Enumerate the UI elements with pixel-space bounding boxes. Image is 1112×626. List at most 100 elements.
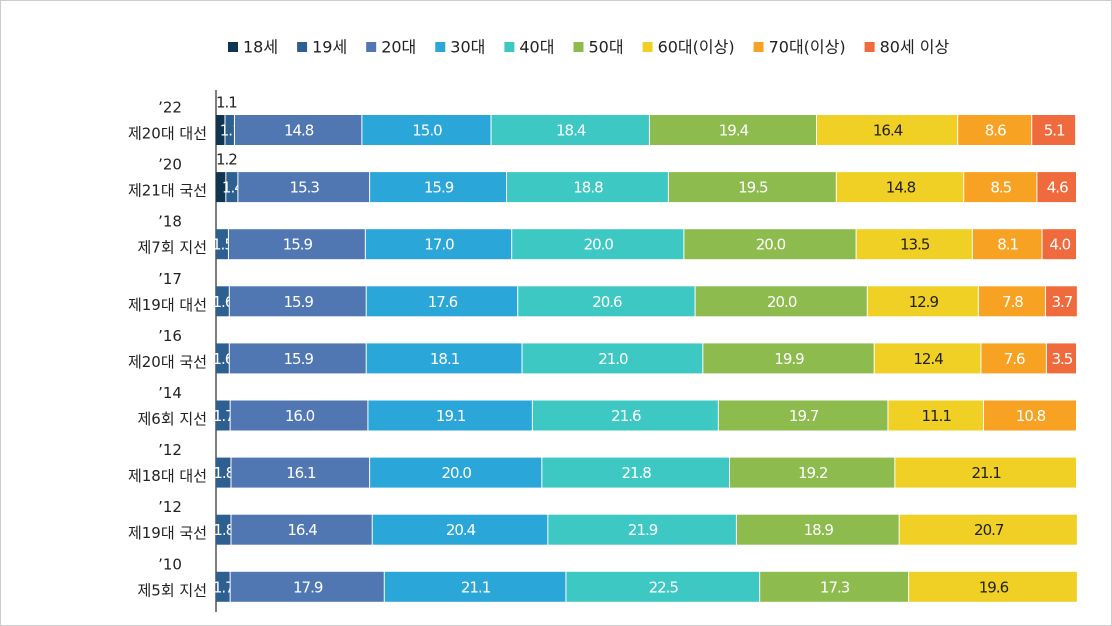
value-label: 19.4 xyxy=(719,122,749,140)
bar-segment xyxy=(230,400,368,431)
bar-segment xyxy=(816,115,958,145)
bar-segment xyxy=(226,172,238,203)
bar-segment xyxy=(366,343,522,374)
bar-segment xyxy=(231,514,372,545)
value-label: 20.0 xyxy=(584,236,614,254)
legend-swatch xyxy=(753,42,764,52)
value-label: 1.7 xyxy=(213,578,234,596)
bar-segment xyxy=(512,229,684,260)
value-label: 19.7 xyxy=(789,407,819,425)
value-label: 21.1 xyxy=(461,578,491,596)
bar-segment xyxy=(895,457,1076,488)
category-label: 제19대 대선 xyxy=(128,296,207,314)
value-label: 16.1 xyxy=(286,464,316,482)
bar-segment xyxy=(964,172,1037,203)
legend-swatch xyxy=(366,42,377,52)
value-label: 5.1 xyxy=(1044,122,1065,140)
legend-label: 80세 이상 xyxy=(880,38,950,57)
legend-swatch xyxy=(864,42,875,52)
bar-segment xyxy=(216,343,229,374)
legend-swatch xyxy=(435,42,446,52)
value-label: 21.6 xyxy=(611,407,641,425)
value-label: 15.9 xyxy=(283,236,313,254)
bar-segment xyxy=(216,400,230,431)
value-label: 8.6 xyxy=(985,122,1006,140)
value-label: 8.5 xyxy=(990,179,1011,197)
bar-segment xyxy=(216,286,229,317)
value-label: 19.6 xyxy=(979,578,1009,596)
category-label: 제20대 국선 xyxy=(128,353,207,371)
bar-segment xyxy=(216,115,225,145)
value-label: 1.8 xyxy=(213,521,234,539)
value-label: 3.5 xyxy=(1052,350,1073,368)
bar-segment xyxy=(366,286,518,317)
legend-label: 40대 xyxy=(519,38,554,57)
legend-swatch xyxy=(642,42,653,52)
value-label: 1.8 xyxy=(213,464,234,482)
bar-segment xyxy=(216,172,226,203)
bar-segment xyxy=(507,172,668,203)
category-label: 제20대 대선 xyxy=(128,125,207,143)
category-label: 제18대 대선 xyxy=(128,467,207,485)
value-label: 7.6 xyxy=(1004,350,1025,368)
category-label: 제21대 국선 xyxy=(128,182,207,200)
value-label: 13.5 xyxy=(900,236,930,254)
bar-segment xyxy=(522,343,703,374)
category-label: 제6회 지선 xyxy=(137,410,207,428)
bar-segment xyxy=(370,172,507,203)
category-year: ’12 xyxy=(158,441,182,459)
legend-swatch xyxy=(228,42,238,52)
value-label: 19.2 xyxy=(798,464,828,482)
value-label: 15.9 xyxy=(284,293,314,311)
value-label: 16.0 xyxy=(285,407,315,425)
bar-segment xyxy=(368,400,532,431)
bar-segment xyxy=(736,514,899,545)
bar-segment xyxy=(491,115,649,145)
value-label: 1.2 xyxy=(216,151,237,169)
legend-label: 18세 xyxy=(243,38,278,57)
value-label: 14.8 xyxy=(886,179,916,197)
bar-segment xyxy=(1037,172,1076,203)
bar-segment xyxy=(958,115,1032,145)
value-label: 20.0 xyxy=(767,293,797,311)
bar-segment xyxy=(216,229,228,260)
bar-segment xyxy=(238,172,370,203)
bar-segment xyxy=(981,343,1046,374)
value-label: 16.4 xyxy=(873,122,903,140)
bar-segment xyxy=(384,571,566,602)
bar-segment xyxy=(370,457,542,488)
bar-segment xyxy=(984,400,1076,431)
legend-swatch xyxy=(573,42,584,52)
bar-segment xyxy=(703,343,874,374)
category-year: ’14 xyxy=(158,384,182,402)
bar-segment xyxy=(365,229,512,260)
bar-segment xyxy=(229,286,366,317)
value-label: 11.1 xyxy=(922,407,952,425)
bar-segment xyxy=(225,115,234,145)
category-label: 제19대 국선 xyxy=(128,524,207,542)
value-label: 21.1 xyxy=(971,464,1001,482)
value-label: 4.6 xyxy=(1047,179,1068,197)
value-label: 18.9 xyxy=(804,521,834,539)
category-year: ’10 xyxy=(158,555,182,573)
bar-segment xyxy=(548,514,736,545)
value-label: 3.7 xyxy=(1052,293,1073,311)
bar-segment xyxy=(978,286,1046,317)
value-label: 18.4 xyxy=(556,122,586,140)
bar-segment xyxy=(684,229,856,260)
value-label: 19.9 xyxy=(774,350,804,368)
bar-segment xyxy=(532,400,718,431)
bar-segment xyxy=(1042,229,1076,260)
value-label: 7.8 xyxy=(1002,293,1023,311)
bar-segment xyxy=(668,172,836,203)
value-label: 17.3 xyxy=(820,578,850,596)
bar-segment xyxy=(1032,115,1076,145)
bar-segment xyxy=(230,571,384,602)
bar-segment xyxy=(229,343,366,374)
value-label: 21.9 xyxy=(628,521,658,539)
value-label: 20.7 xyxy=(974,521,1004,539)
value-label: 1.5 xyxy=(212,236,233,254)
bar-segment xyxy=(972,229,1042,260)
bar-segment xyxy=(1046,286,1077,317)
